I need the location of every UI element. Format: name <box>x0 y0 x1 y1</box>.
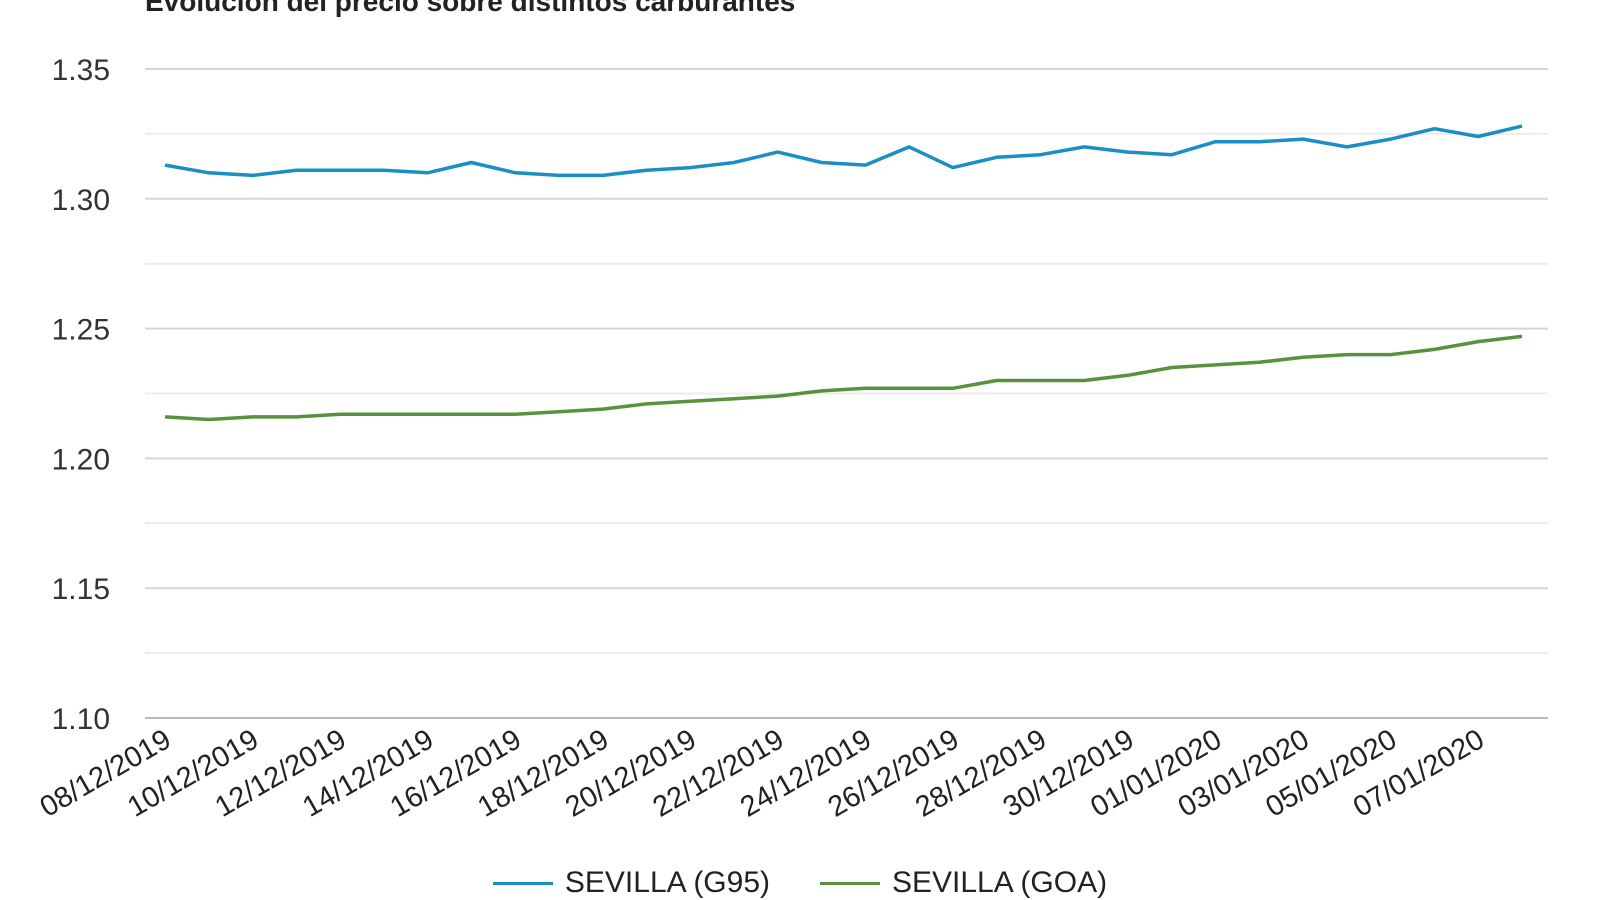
legend-swatch <box>492 881 553 885</box>
y-tick-label: 1.20 <box>52 443 110 476</box>
series-line-g95 <box>164 124 1523 178</box>
legend-swatch <box>820 881 880 885</box>
y-tick-label: 1.30 <box>52 184 110 217</box>
legend-item-goa[interactable]: SEVILLA (GOA) <box>820 866 1107 900</box>
legend-label: SEVILLA (G95) <box>564 866 770 899</box>
legend-item-g95[interactable]: SEVILLA (G95) <box>492 866 770 900</box>
legend: SEVILLA (G95) SEVILLA (GOA) <box>0 866 1600 900</box>
y-tick-label: 1.25 <box>52 314 110 347</box>
legend-label: SEVILLA (GOA) <box>892 866 1108 899</box>
y-tick-label: 1.35 <box>52 54 110 87</box>
chart-title: Evolución del precio sobre distintos car… <box>145 0 796 17</box>
y-tick-label: 1.15 <box>52 573 110 606</box>
series-line-goa <box>164 334 1523 422</box>
y-tick-label: 1.10 <box>52 703 110 736</box>
